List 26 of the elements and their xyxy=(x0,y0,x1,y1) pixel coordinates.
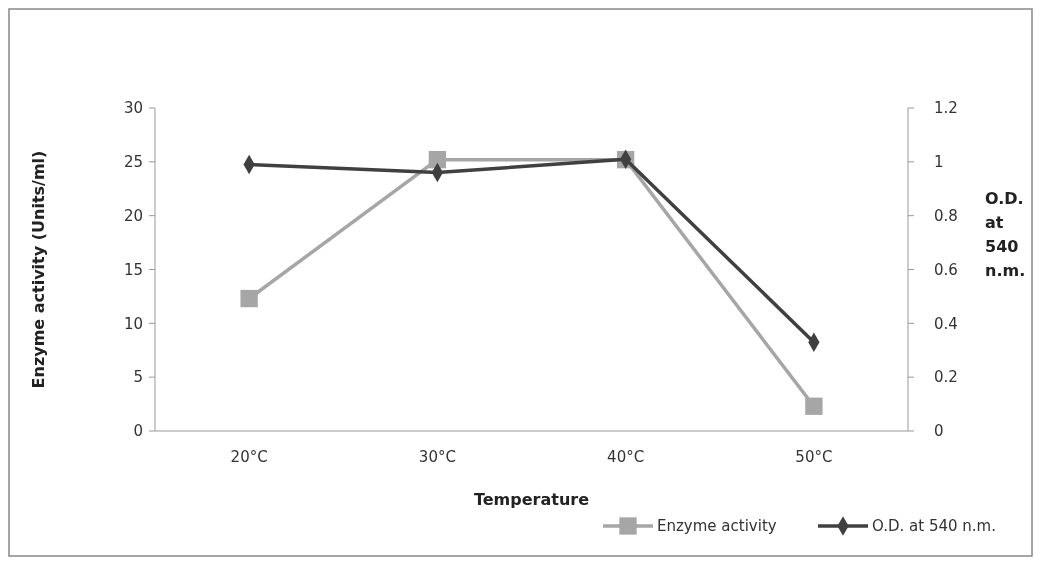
y-tick-label: 25 xyxy=(123,153,143,172)
y2-tick-label: 1 xyxy=(934,153,944,172)
legend-label: O.D. at 540 n.m. xyxy=(872,517,996,536)
y-tick-label: 30 xyxy=(123,99,143,118)
x-tick-label: 40°C xyxy=(607,448,645,467)
y-tick-label: 20 xyxy=(123,206,143,225)
y2-tick-label: 0.2 xyxy=(934,368,958,387)
point xyxy=(805,397,823,415)
y-tick-label: 15 xyxy=(123,260,143,279)
legend-label: Enzyme activity xyxy=(657,517,777,536)
x-tick-label: 30°C xyxy=(418,448,456,467)
y2-tick-label: 0.8 xyxy=(934,206,958,225)
x-tick-label: 20°C xyxy=(230,448,268,467)
x-axis-title: Temperature xyxy=(473,490,590,509)
y2-tick-label: 1.2 xyxy=(934,99,958,118)
y-axis-title: Enzyme activity (Units/ml) xyxy=(29,150,48,389)
y-tick-label: 10 xyxy=(123,314,143,333)
y-tick-label: 0 xyxy=(133,422,143,441)
y2-axis-title: O.D. at 540 n.m. xyxy=(985,189,1026,280)
y-tick-label: 5 xyxy=(133,368,143,387)
point xyxy=(240,289,258,308)
point xyxy=(428,151,447,169)
y2-tick-label: 0.4 xyxy=(934,314,958,333)
y2-tick-label: 0.6 xyxy=(934,260,958,279)
y2-tick-label: 0 xyxy=(934,422,944,441)
x-tick-label: 50°C xyxy=(795,448,833,467)
